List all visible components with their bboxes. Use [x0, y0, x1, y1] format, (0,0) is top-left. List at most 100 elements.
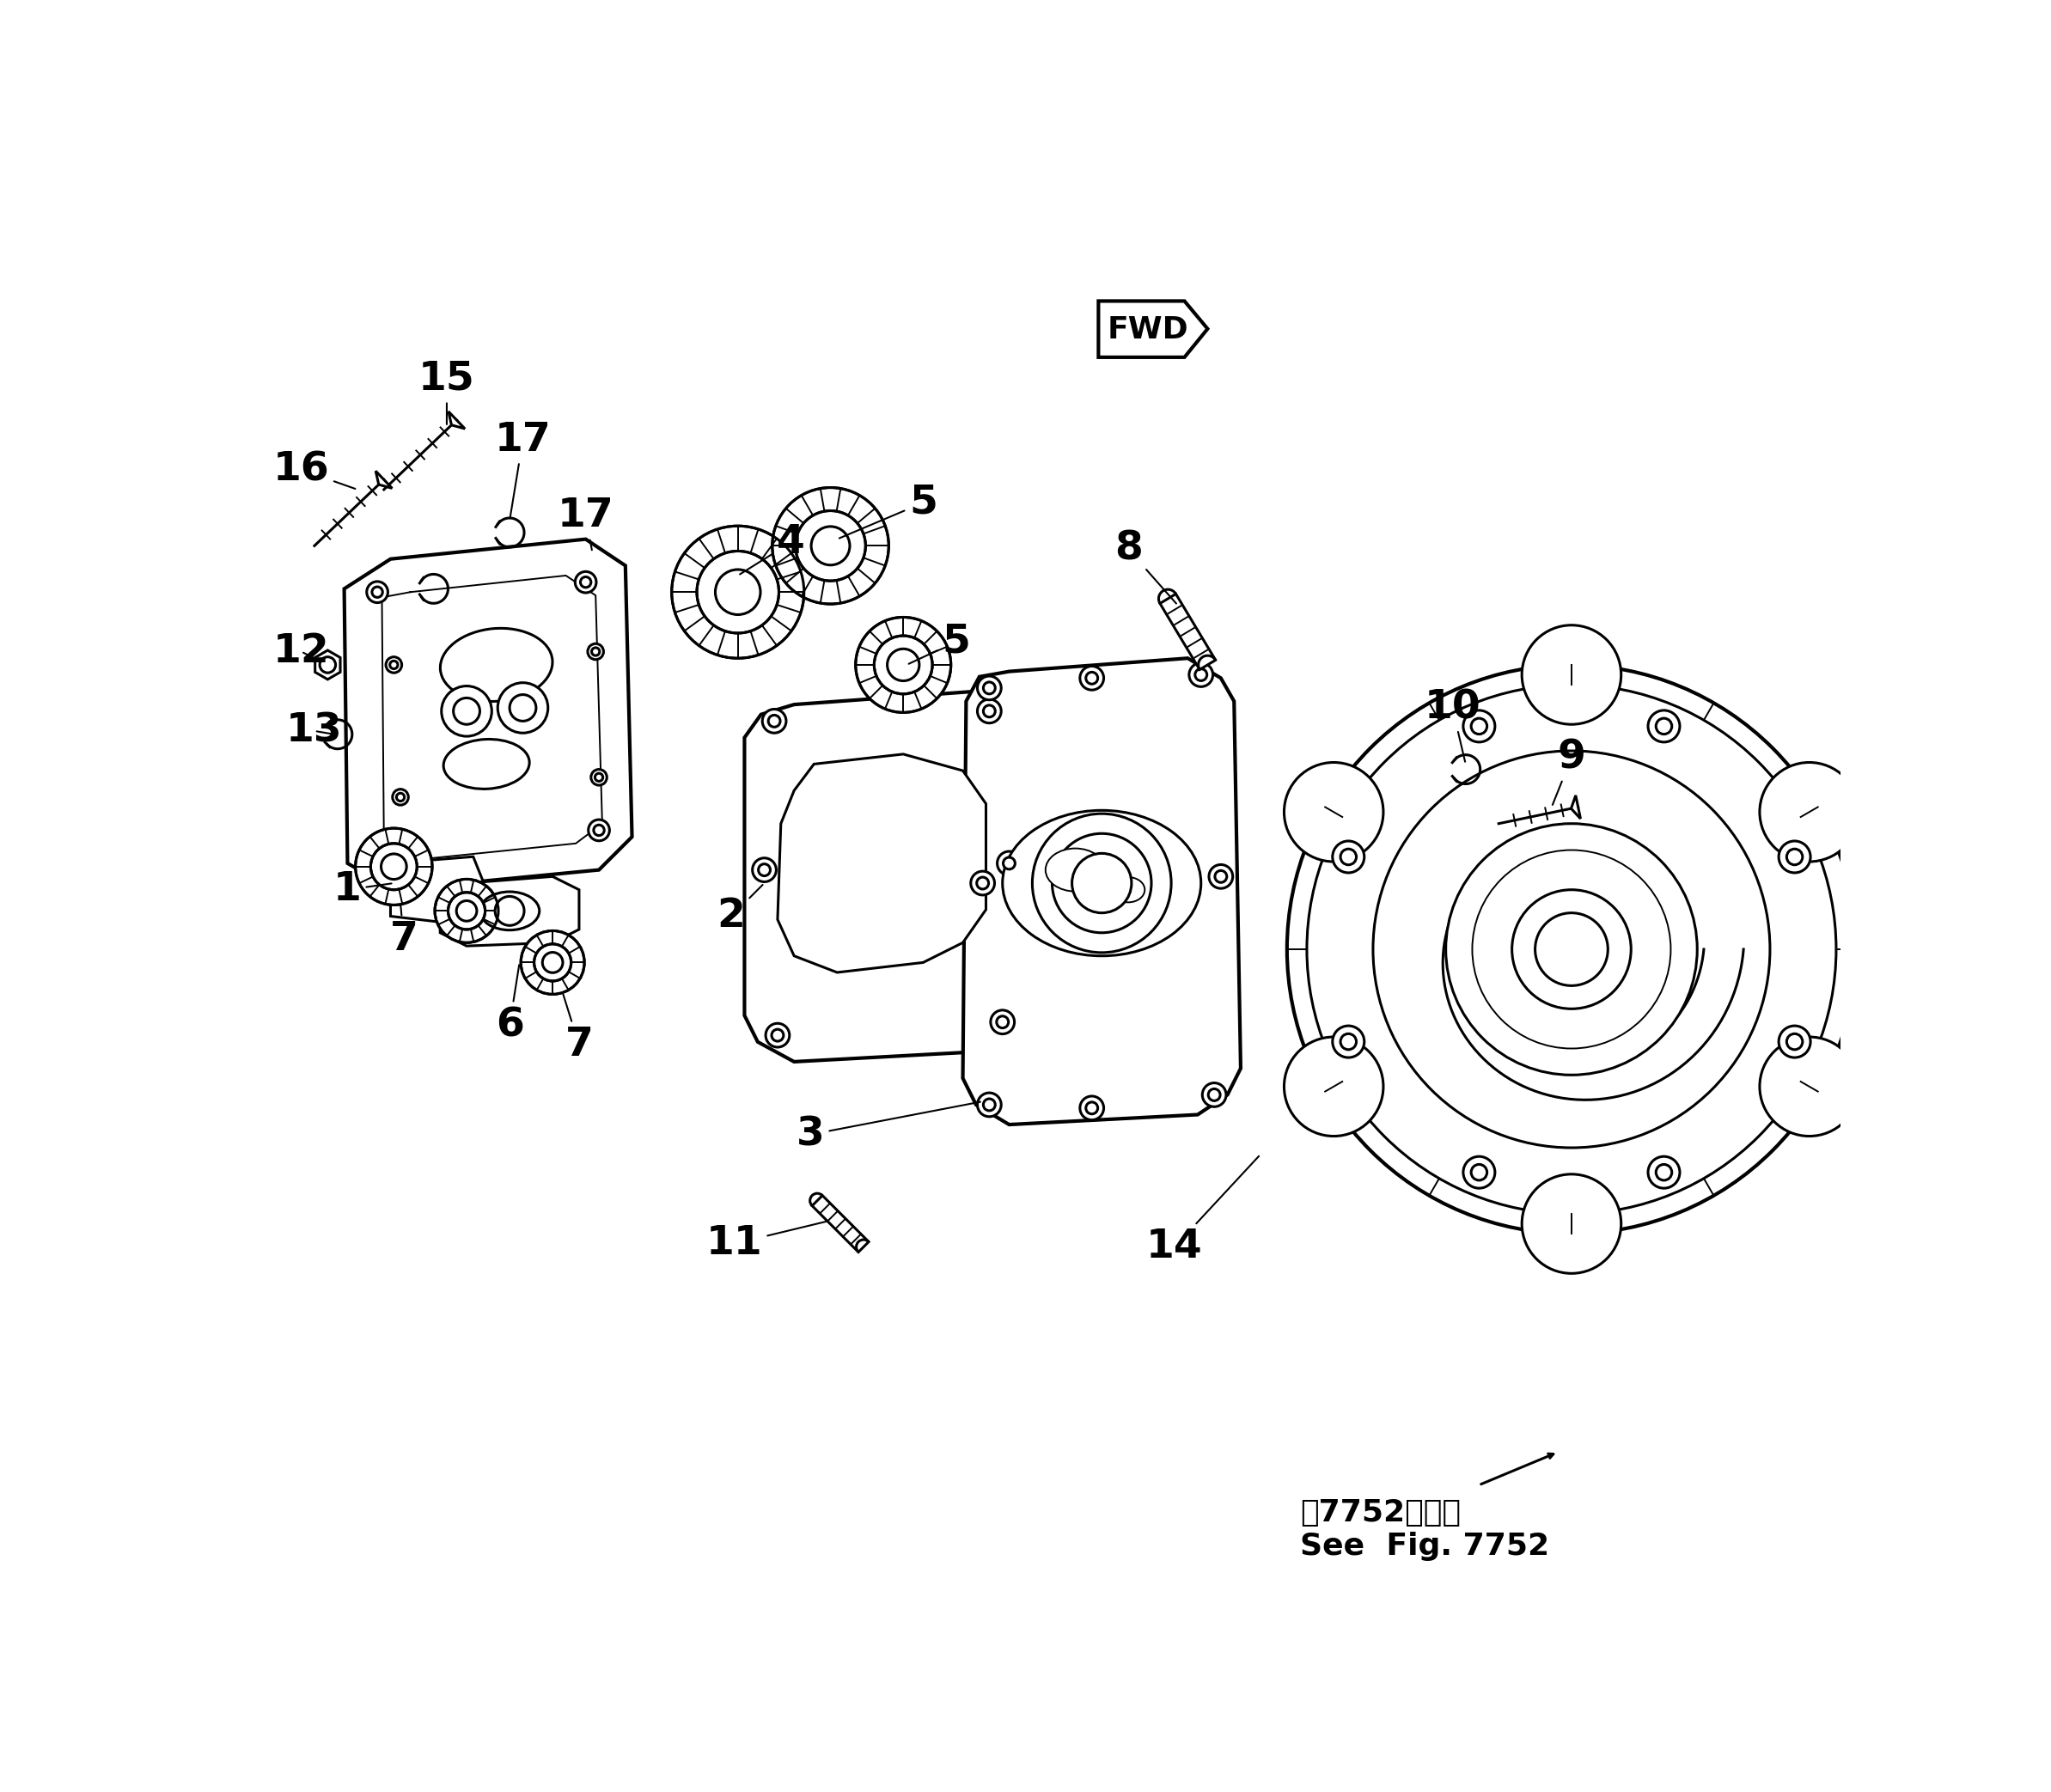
Circle shape — [392, 788, 408, 805]
Circle shape — [371, 586, 384, 597]
Circle shape — [381, 853, 406, 880]
Text: 6: 6 — [496, 964, 523, 1045]
Circle shape — [1512, 891, 1631, 1009]
Circle shape — [1032, 814, 1171, 953]
Circle shape — [386, 842, 408, 864]
Circle shape — [978, 699, 1001, 722]
Polygon shape — [1099, 301, 1208, 357]
Circle shape — [1085, 1102, 1097, 1115]
Circle shape — [1190, 663, 1212, 686]
Circle shape — [1462, 710, 1495, 742]
Circle shape — [595, 774, 603, 781]
Text: 第7752図参照: 第7752図参照 — [1300, 1498, 1460, 1527]
Circle shape — [796, 511, 866, 581]
Circle shape — [1522, 1174, 1620, 1274]
Ellipse shape — [441, 629, 552, 701]
Circle shape — [753, 858, 775, 882]
Polygon shape — [1161, 593, 1216, 670]
Text: 14: 14 — [1147, 1156, 1259, 1267]
Text: 17: 17 — [558, 496, 613, 550]
Circle shape — [509, 695, 535, 720]
Text: 7: 7 — [564, 995, 593, 1064]
Circle shape — [970, 871, 995, 894]
Text: 5: 5 — [909, 622, 970, 663]
Text: 2: 2 — [718, 885, 763, 935]
Text: FWD: FWD — [1108, 315, 1190, 344]
Circle shape — [593, 824, 605, 835]
Circle shape — [1081, 667, 1103, 690]
Circle shape — [521, 930, 585, 995]
Ellipse shape — [1046, 848, 1105, 891]
Circle shape — [1208, 864, 1233, 889]
Circle shape — [1446, 824, 1698, 1075]
Ellipse shape — [1112, 876, 1144, 903]
Polygon shape — [390, 857, 486, 923]
Text: See  Fig. 7752: See Fig. 7752 — [1300, 1532, 1549, 1561]
Circle shape — [435, 880, 498, 943]
Circle shape — [1341, 849, 1356, 866]
Circle shape — [1341, 1034, 1356, 1050]
Circle shape — [386, 658, 402, 672]
Circle shape — [320, 658, 336, 672]
Circle shape — [978, 676, 1001, 701]
Circle shape — [1778, 1025, 1811, 1057]
Circle shape — [1052, 833, 1151, 934]
Circle shape — [355, 828, 433, 905]
Circle shape — [441, 686, 492, 737]
Text: 12: 12 — [273, 633, 330, 670]
Circle shape — [1372, 751, 1770, 1147]
Circle shape — [396, 794, 404, 801]
Circle shape — [1760, 1038, 1858, 1136]
Text: 8: 8 — [1114, 530, 1177, 604]
Circle shape — [1534, 912, 1608, 986]
Circle shape — [874, 636, 933, 694]
Ellipse shape — [1003, 810, 1202, 955]
Text: 5: 5 — [839, 484, 937, 538]
Circle shape — [1471, 1165, 1487, 1181]
Text: 9: 9 — [1553, 738, 1585, 805]
Text: 3: 3 — [796, 1102, 980, 1154]
Text: 15: 15 — [418, 360, 476, 425]
Circle shape — [1073, 853, 1132, 912]
Polygon shape — [316, 650, 340, 679]
Polygon shape — [345, 539, 632, 891]
Polygon shape — [962, 658, 1241, 1125]
Circle shape — [1085, 672, 1097, 685]
Circle shape — [1462, 1156, 1495, 1188]
Circle shape — [580, 577, 591, 588]
Circle shape — [697, 552, 779, 633]
Circle shape — [447, 892, 486, 930]
Polygon shape — [1571, 796, 1581, 819]
Circle shape — [1649, 1156, 1680, 1188]
Circle shape — [1786, 849, 1803, 866]
Text: 1: 1 — [334, 871, 392, 909]
Circle shape — [1778, 840, 1811, 873]
Circle shape — [1655, 719, 1672, 735]
Circle shape — [991, 1011, 1015, 1034]
Text: 17: 17 — [494, 421, 552, 518]
Circle shape — [541, 952, 562, 973]
Polygon shape — [375, 471, 392, 487]
Text: 13: 13 — [287, 711, 343, 751]
Text: 4: 4 — [740, 523, 804, 573]
Circle shape — [367, 581, 388, 602]
Circle shape — [982, 1098, 995, 1111]
Circle shape — [392, 848, 402, 858]
Circle shape — [574, 572, 597, 593]
Circle shape — [716, 570, 761, 615]
Circle shape — [533, 944, 570, 980]
Polygon shape — [777, 754, 987, 973]
Circle shape — [1003, 857, 1015, 869]
Text: 16: 16 — [273, 450, 355, 489]
Circle shape — [1196, 668, 1206, 681]
Circle shape — [1786, 1034, 1803, 1050]
Circle shape — [759, 864, 771, 876]
Circle shape — [390, 661, 398, 668]
Circle shape — [773, 487, 888, 604]
Circle shape — [371, 844, 416, 891]
Circle shape — [1655, 1165, 1672, 1181]
Circle shape — [1333, 840, 1364, 873]
Text: 10: 10 — [1423, 688, 1481, 762]
Circle shape — [1649, 710, 1680, 742]
Ellipse shape — [443, 738, 529, 788]
